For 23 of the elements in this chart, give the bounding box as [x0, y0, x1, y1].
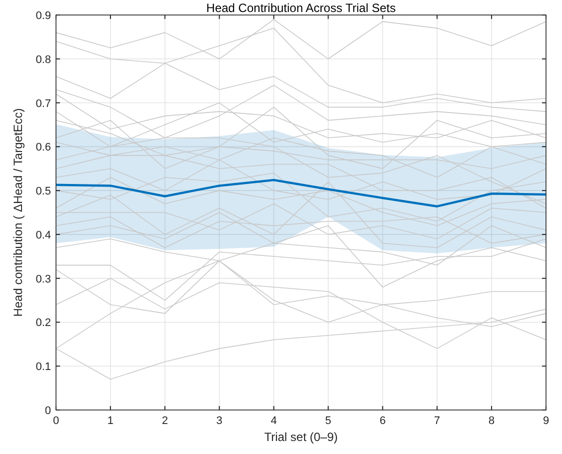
y-tick-label: 0.6 [36, 142, 51, 154]
y-tick-label: 0.9 [36, 10, 51, 22]
x-tick-label: 5 [325, 415, 332, 427]
x-tick-label: 1 [107, 415, 114, 427]
x-tick-label: 9 [542, 415, 550, 427]
x-tick-label: 0 [52, 415, 60, 427]
x-tick-label: 8 [488, 415, 495, 427]
y-tick-label: 0.4 [36, 229, 51, 242]
y-tick-label: 0 [44, 405, 51, 417]
x-tick-label: 7 [434, 415, 440, 427]
x-tick-label: 2 [162, 415, 168, 427]
y-axis-title: Head contribution ( ΔHead / TargetEcc) [11, 108, 25, 317]
chart-title: Head Contribution Across Trial Sets [206, 1, 396, 15]
y-tick-label: 0.7 [36, 98, 51, 110]
y-tick-label: 0.8 [36, 54, 51, 66]
y-tick-label: 0.2 [36, 317, 51, 330]
y-tick-label: 0.5 [36, 186, 51, 198]
y-tick-label: 0.3 [36, 273, 51, 286]
x-axis-title: Trial set (0–9) [264, 430, 338, 444]
y-tick-label: 0.1 [36, 361, 51, 374]
x-tick-label: 6 [380, 415, 386, 427]
x-tick-label: 3 [216, 415, 222, 427]
x-tick-label: 4 [270, 415, 277, 427]
